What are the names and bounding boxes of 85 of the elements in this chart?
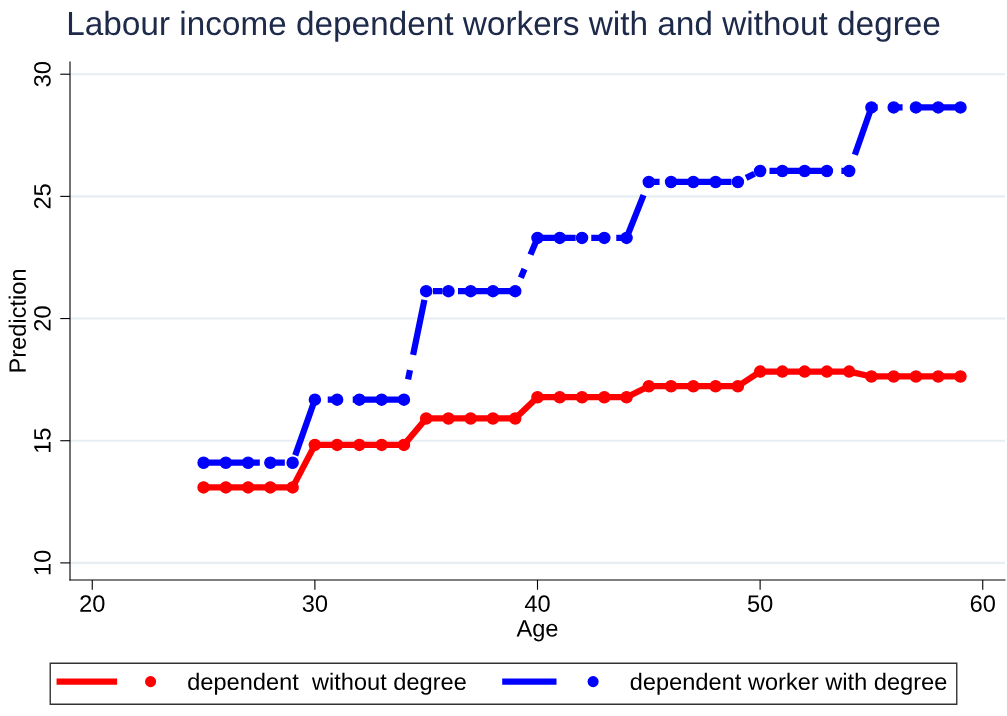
point: [308, 438, 322, 452]
point: [508, 284, 522, 298]
y-tick-label: 15: [34, 428, 51, 453]
point: [241, 481, 255, 494]
point: [642, 175, 656, 189]
point: [553, 231, 567, 245]
point: [798, 164, 811, 178]
y-tick-label: 20: [34, 306, 51, 331]
point: [286, 481, 299, 494]
point: [909, 101, 923, 114]
point: [419, 284, 433, 298]
point: [753, 164, 767, 178]
point: [865, 370, 878, 383]
point: [798, 365, 811, 378]
point: [865, 101, 878, 114]
point: [776, 365, 789, 378]
point: [776, 164, 789, 178]
point: [442, 284, 455, 298]
point: [531, 390, 544, 404]
point: [709, 175, 722, 189]
point: [687, 379, 700, 393]
point: [219, 481, 233, 494]
point: [286, 456, 299, 469]
point: [887, 370, 900, 383]
point: [575, 231, 589, 245]
point: [820, 365, 834, 378]
point: [731, 379, 745, 393]
point: [531, 231, 544, 245]
point: [464, 412, 477, 425]
point: [931, 101, 945, 114]
point: [397, 393, 411, 406]
x-tick-label: 30: [302, 595, 328, 612]
point: [954, 101, 967, 114]
point: [375, 393, 388, 406]
point: [731, 175, 745, 189]
y-axis-title: Prediction: [8, 270, 26, 372]
point: [553, 390, 567, 404]
point: [308, 393, 322, 406]
point: [264, 456, 277, 469]
y-tick-label: 10: [34, 550, 51, 575]
point: [931, 370, 945, 383]
point: [620, 390, 633, 404]
y-tick-label: 25: [34, 184, 51, 209]
point: [486, 284, 500, 298]
point: [687, 175, 700, 189]
point: [575, 390, 589, 404]
point: [330, 393, 344, 406]
x-tick-label: 40: [524, 595, 550, 612]
chart-title: Labour income dependent workers with and without degree: [68, 10, 940, 42]
point: [642, 379, 656, 393]
point: [375, 438, 388, 452]
point: [419, 412, 433, 425]
point: [353, 438, 366, 452]
y-tick-label: 30: [34, 62, 51, 87]
x-tick-label: 50: [747, 595, 773, 612]
point: [241, 456, 255, 469]
x-tick-label: 20: [80, 595, 105, 612]
point: [464, 284, 477, 298]
point: [353, 393, 366, 406]
point: [598, 231, 611, 245]
point: [219, 456, 233, 469]
point: [753, 365, 767, 378]
point: [486, 412, 500, 425]
point: [264, 481, 277, 494]
legend-label: dependent worker with degree: [630, 672, 947, 695]
x-tick-label: 60: [970, 595, 995, 612]
point: [598, 390, 611, 404]
point: [330, 438, 344, 452]
point: [620, 231, 633, 245]
point: [442, 412, 455, 425]
legend-label: dependent without degree: [188, 672, 466, 695]
point: [842, 164, 856, 178]
point: [954, 370, 967, 383]
x-axis-title: Age: [516, 620, 558, 642]
point: [508, 412, 522, 425]
point: [197, 456, 210, 469]
point: [197, 481, 210, 494]
point: [820, 164, 834, 178]
point: [909, 370, 923, 383]
point: [664, 175, 678, 189]
point: [397, 438, 411, 452]
point: [842, 365, 856, 378]
point: [664, 379, 678, 393]
point: [709, 379, 722, 393]
point: [887, 101, 900, 114]
